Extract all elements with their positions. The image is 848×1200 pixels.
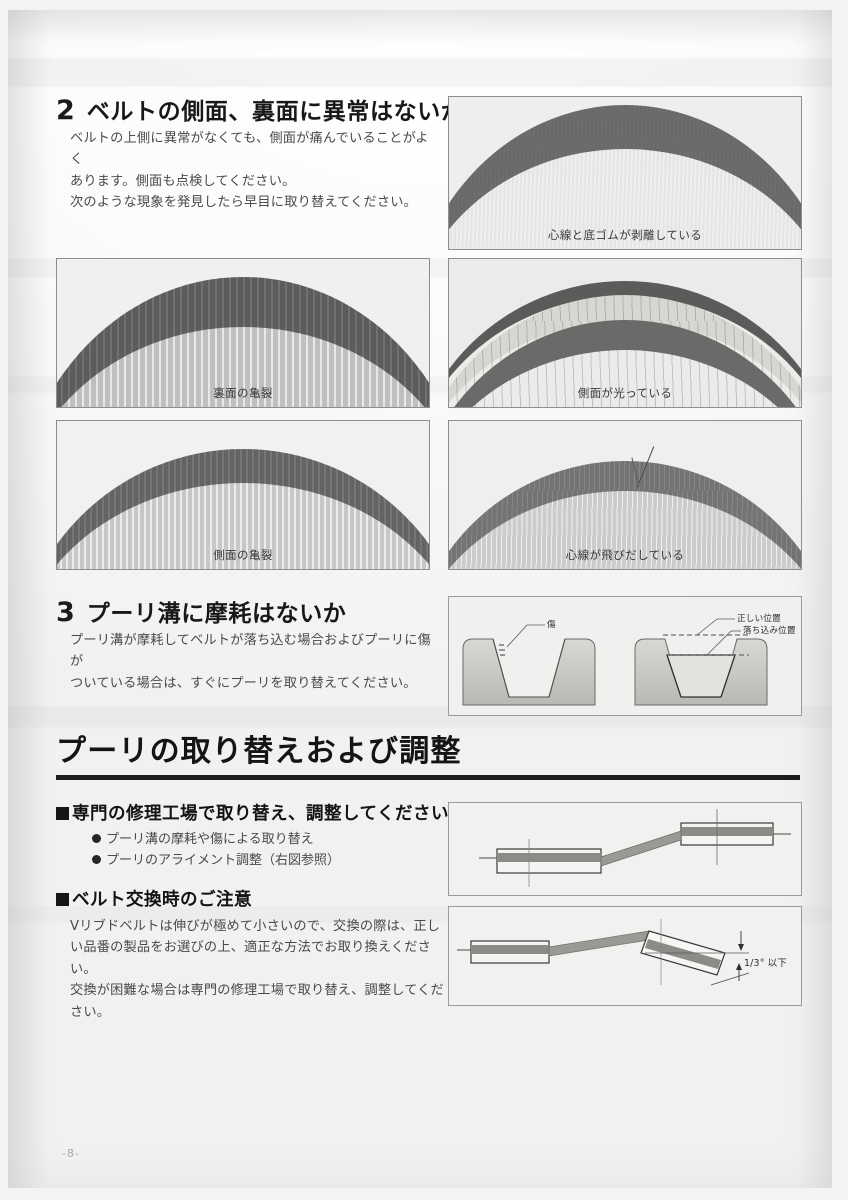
photo-core-peeling: 心線と底ゴムが剥離している	[448, 96, 802, 250]
photo-caption: 側面が光っている	[577, 386, 673, 400]
sub-heading-belt-replacement-notes: ベルト交換時のご注意	[56, 886, 252, 911]
section-2-body-line-3: 次のような現象を発見したら早目に取り替えてください。	[70, 195, 418, 211]
offset-alignment-svg	[449, 803, 801, 895]
list-item: プーリ溝の摩耗や傷による取り替え	[92, 830, 340, 851]
section-2-number: 2	[56, 95, 75, 126]
photo-caption: 裏面の亀裂	[213, 386, 273, 400]
section-3-body: プーリ溝が摩耗してベルトが落ち込む場合およびプーリに傷が ついている場合は、すぐ…	[70, 630, 440, 694]
section-2-body-line-1: ベルトの上側に異常がなくても、側面が痛んでいることがよく	[70, 131, 429, 168]
banner-rule	[56, 775, 800, 780]
section-2-body: ベルトの上側に異常がなくても、側面が痛んでいることがよく あります。側面も点検し…	[70, 128, 440, 214]
square-bullet-icon	[56, 893, 69, 906]
section-2-heading: 2 ベルトの側面、裏面に異常はないか	[56, 92, 464, 126]
sub2-body-line-1: Vリブドベルトは伸びが極めて小さいので、交換の際は、正し	[70, 919, 441, 934]
round-bullet-icon	[92, 854, 101, 864]
groove-label-damage: 傷	[547, 620, 556, 630]
bullet-label: プーリ溝の摩耗や傷による取り替え	[106, 832, 314, 847]
photo-core-protrude: 心線が飛びだしている	[448, 420, 802, 570]
round-bullet-icon	[92, 834, 101, 843]
photo-caption: 心線と底ゴムが剥離している	[547, 228, 703, 242]
pulley-offset-alignment	[448, 802, 802, 896]
angular-alignment-svg	[449, 907, 801, 1005]
photo-side-shine: 側面が光っている	[448, 258, 802, 408]
groove-label-dropped-position: 落ち込み位置	[743, 626, 796, 636]
sub-heading-repair-shop-label: 専門の修理工場で取り替え、調整してください。	[72, 804, 467, 824]
section-3-body-line-2: ついている場合は、すぐにプーリを取り替えてください。	[70, 675, 417, 691]
photo-back-crack: 裏面の亀裂	[56, 258, 430, 408]
section-3-title: プーリ溝に摩耗はないか	[86, 601, 347, 627]
pulley-angular-alignment: 1/3° 以下	[448, 906, 802, 1006]
banner-title: プーリの取り替えおよび調整	[56, 734, 462, 769]
banner-pulley-replacement: プーリの取り替えおよび調整	[56, 726, 800, 780]
section-2-title: ベルトの側面、裏面に異常はないか	[86, 99, 465, 125]
section-2-body-line-2: あります。側面も点検してください。	[70, 173, 296, 189]
page-number: -8-	[62, 1147, 80, 1160]
sub1-bullet-list: プーリ溝の摩耗や傷による取り替え プーリのアライメント調整（右図参照）	[92, 830, 340, 871]
angle-tolerance-label: 1/3° 以下	[744, 958, 787, 969]
sub-heading-repair-shop: 専門の修理工場で取り替え、調整してください。	[56, 800, 467, 825]
section-3-body-line-1: プーリ溝が摩耗してベルトが落ち込む場合およびプーリに傷が	[70, 633, 432, 670]
sub2-body-line-2: い品番の製品をお選びの上、適正な方法でお取り換えください。	[70, 940, 432, 977]
photo-caption: 側面の亀裂	[213, 548, 273, 562]
square-bullet-icon	[56, 807, 69, 820]
photo-side-crack: 側面の亀裂	[56, 420, 430, 570]
groove-label-correct-position: 正しい位置	[737, 614, 781, 624]
groove-cross-section-svg	[449, 597, 801, 715]
photo-caption: 心線が飛びだしている	[565, 548, 685, 562]
section-3-heading: 3 プーリ溝に摩耗はないか	[56, 594, 346, 628]
section-3-number: 3	[56, 597, 75, 628]
sub-heading-belt-replacement-label: ベルト交換時のご注意	[72, 890, 252, 910]
list-item: プーリのアライメント調整（右図参照）	[92, 851, 340, 872]
bullet-label: プーリのアライメント調整（右図参照）	[106, 852, 341, 868]
sub2-body: Vリブドベルトは伸びが極めて小さいので、交換の際は、正し い品番の製品をお選びの…	[70, 916, 448, 1023]
pulley-groove-diagram: 傷 正しい位置 落ち込み位置	[448, 596, 802, 716]
sub2-body-line-4: さい。	[70, 1004, 111, 1020]
sub2-body-line-3: 交換が困難な場合は専門の修理工場で取り替え、調整してくだ	[70, 983, 445, 999]
